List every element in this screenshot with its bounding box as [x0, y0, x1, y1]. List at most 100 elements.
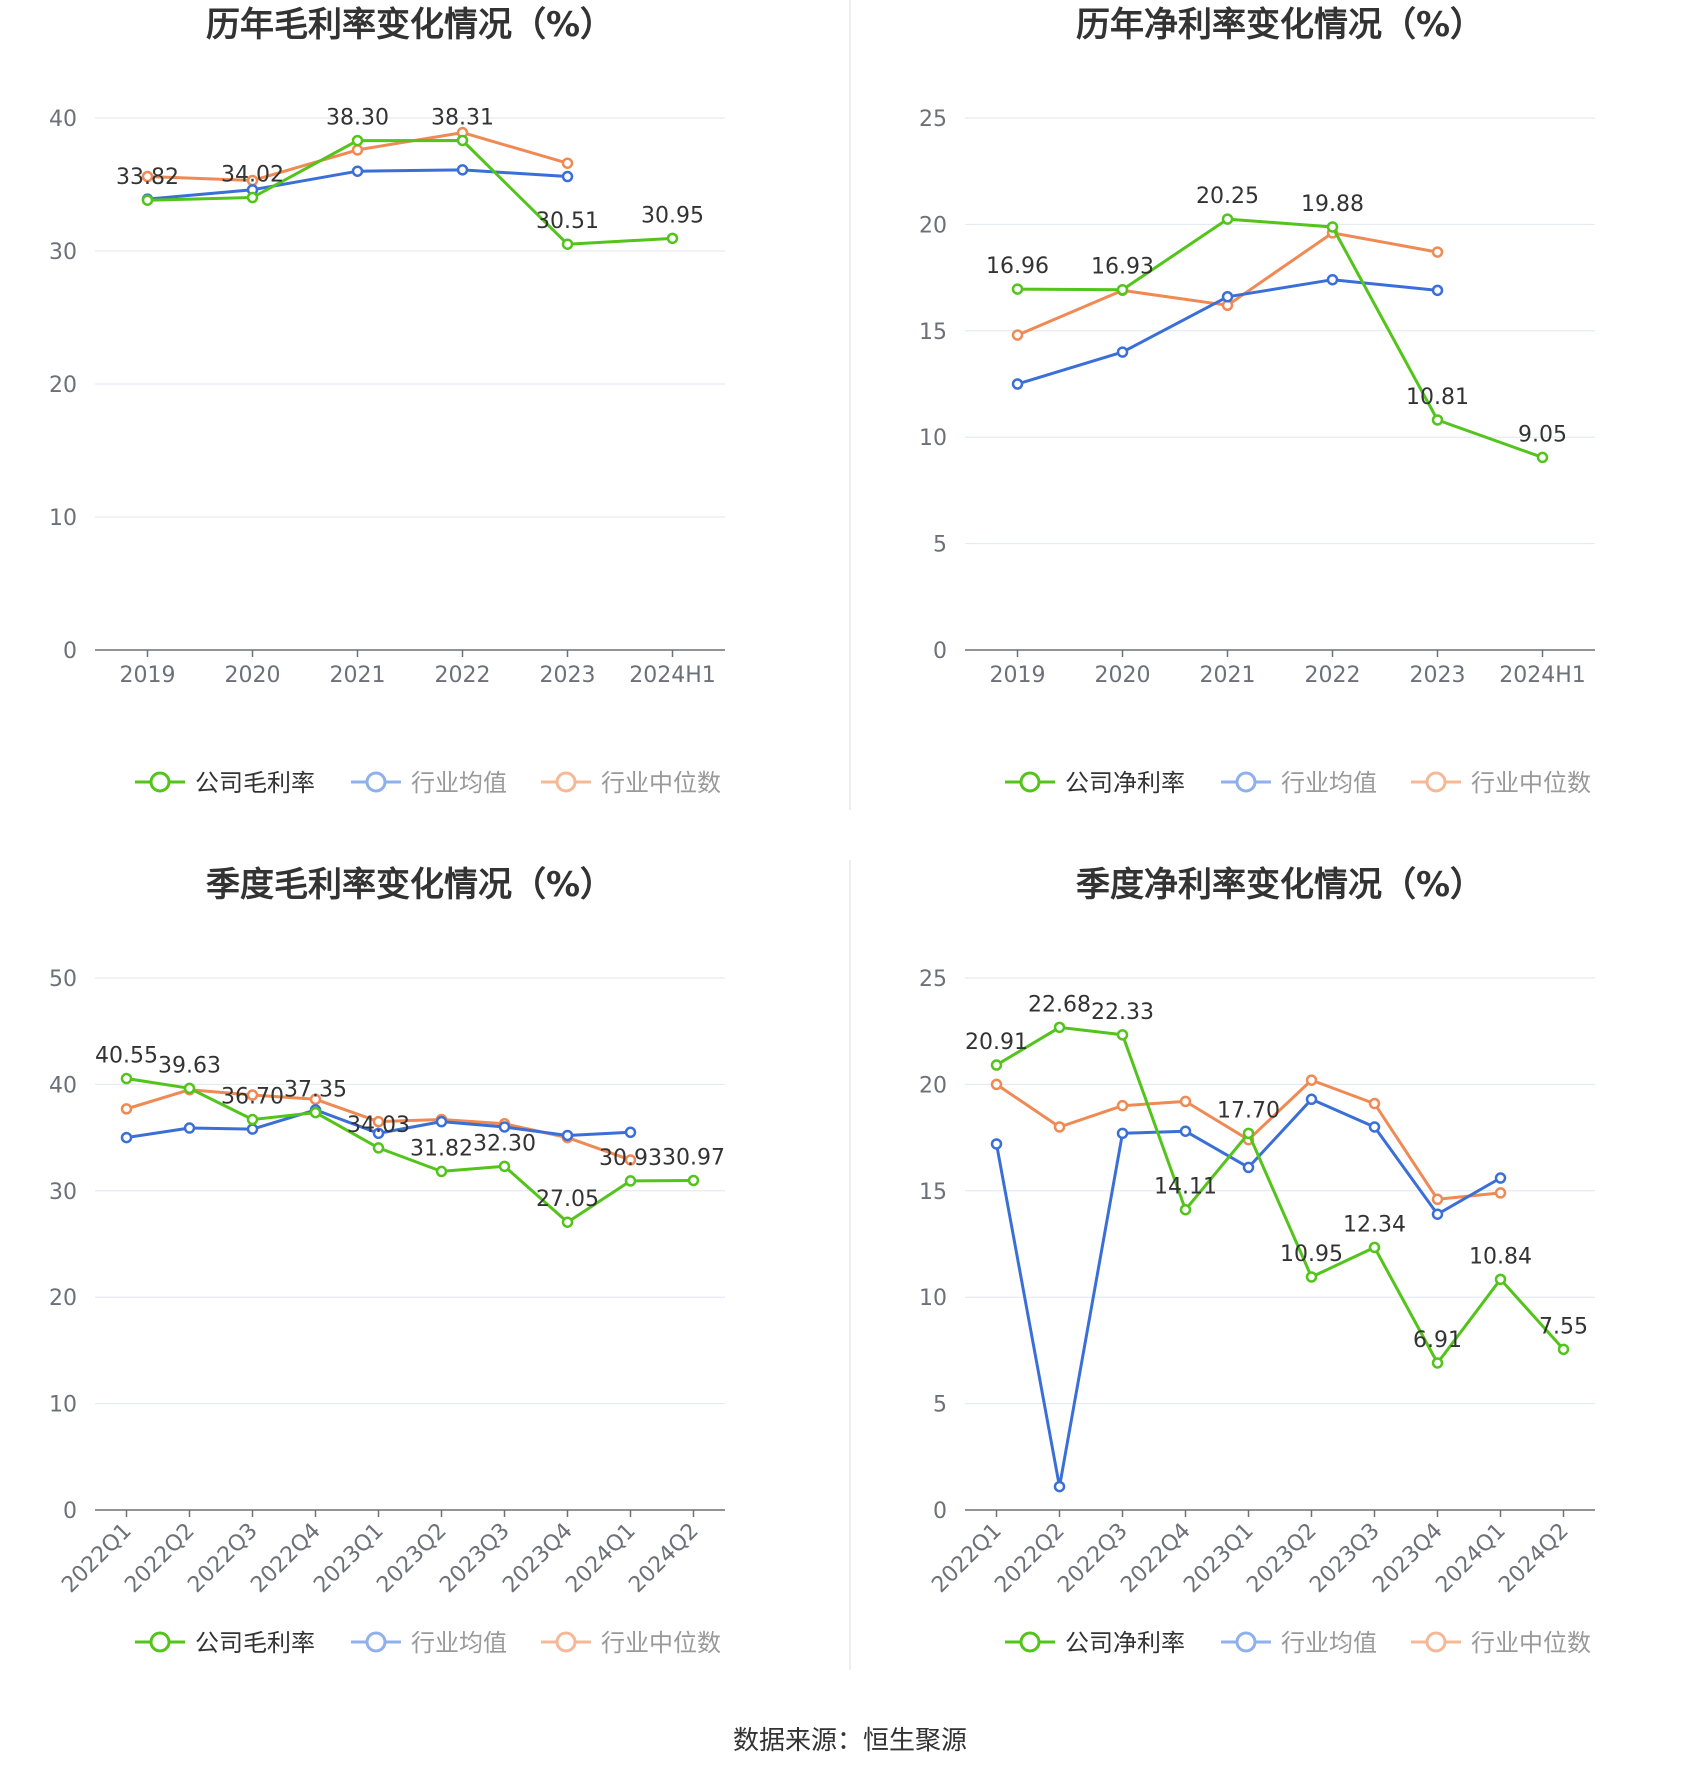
y-tick-label: 30	[49, 1180, 77, 1205]
legend-marker	[149, 1631, 171, 1653]
data-label: 12.34	[1343, 1212, 1406, 1237]
x-tick-label: 2024Q2	[1494, 1519, 1573, 1598]
data-point	[1179, 1095, 1192, 1108]
y-tick-label: 0	[933, 1499, 947, 1524]
data-point	[1431, 1208, 1444, 1220]
x-tick-label: 2024H1	[1499, 663, 1586, 688]
x-tick-label: 2020	[225, 663, 281, 688]
x-tick-label: 2024Q2	[624, 1519, 703, 1598]
y-tick-label: 20	[49, 373, 77, 398]
x-tick-label: 2023	[540, 663, 596, 688]
data-point	[666, 232, 679, 245]
x-tick-label: 2022	[435, 663, 491, 688]
data-point	[372, 1115, 385, 1128]
data-point	[624, 1126, 637, 1139]
data-point	[561, 238, 574, 250]
data-point	[624, 1175, 637, 1187]
series-line	[995, 1025, 1565, 1365]
data-label: 14.11	[1154, 1175, 1217, 1200]
data-point	[1011, 378, 1024, 390]
data-point	[1242, 1161, 1255, 1174]
data-point	[1011, 329, 1024, 341]
data-point	[1221, 291, 1234, 303]
data-label: 10.95	[1280, 1242, 1343, 1267]
data-point	[561, 1216, 574, 1228]
data-label: 10.84	[1469, 1244, 1532, 1269]
data-label: 38.31	[431, 105, 494, 130]
x-tick-label: 2019	[120, 663, 176, 688]
series-line	[1017, 217, 1544, 459]
data-point	[1116, 1029, 1129, 1041]
y-tick-label: 5	[933, 533, 947, 558]
data-point	[990, 1078, 1003, 1091]
data-point	[1053, 1121, 1066, 1133]
legend-marker	[1235, 771, 1257, 793]
data-point	[1221, 213, 1234, 225]
data-point	[1368, 1121, 1381, 1133]
y-tick-label: 40	[49, 1073, 77, 1098]
data-point	[183, 1122, 196, 1134]
data-point	[1179, 1125, 1192, 1137]
data-point	[1011, 283, 1024, 295]
data-point	[351, 165, 364, 177]
data-label: 32.30	[473, 1131, 536, 1156]
series-line	[126, 1077, 694, 1224]
y-tick-label: 0	[63, 639, 77, 664]
chart-title: 季度净利率变化情况（%）	[1076, 865, 1484, 905]
data-point	[687, 1174, 700, 1187]
data-point	[1053, 1021, 1066, 1034]
x-tick-label: 2020	[1095, 663, 1151, 688]
data-label: 37.35	[284, 1078, 347, 1103]
data-label: 40.55	[95, 1044, 158, 1069]
data-label: 30.51	[536, 209, 599, 234]
x-tick-label: 2023	[1410, 663, 1466, 688]
data-label: 30.93	[599, 1146, 662, 1171]
data-label: 9.05	[1518, 422, 1567, 447]
series-line	[147, 139, 673, 246]
data-point	[561, 170, 574, 183]
data-point	[246, 191, 259, 204]
data-point	[141, 194, 154, 206]
data-point	[1368, 1097, 1381, 1110]
data-point	[624, 1154, 637, 1166]
chart-title: 历年毛利率变化情况（%）	[206, 5, 614, 45]
data-point	[309, 1106, 322, 1119]
data-point	[1116, 283, 1129, 296]
data-point	[1326, 221, 1339, 233]
data-label: 16.93	[1091, 255, 1154, 280]
legend-marker	[1425, 771, 1447, 793]
data-point	[435, 1165, 448, 1178]
data-point	[372, 1127, 385, 1140]
x-tick-label: 2021	[1200, 663, 1256, 688]
y-tick-label: 15	[919, 1180, 947, 1205]
y-tick-label: 10	[49, 506, 77, 531]
legend-item: 行业均值	[1281, 769, 1377, 797]
data-label: 36.70	[221, 1085, 284, 1110]
data-label: 30.97	[662, 1145, 725, 1170]
data-point	[1326, 273, 1339, 286]
data-point	[183, 1082, 196, 1095]
data-label: 33.82	[116, 165, 179, 190]
data-point	[120, 1103, 133, 1115]
legend-item: 公司毛利率	[195, 769, 315, 797]
data-label: 39.63	[158, 1053, 221, 1078]
y-tick-label: 20	[49, 1286, 77, 1311]
data-label: 22.68	[1028, 992, 1091, 1017]
data-point	[1116, 1127, 1129, 1140]
data-label: 31.82	[410, 1136, 473, 1161]
data-point	[1536, 451, 1549, 464]
legend-item: 公司净利率	[1065, 1629, 1185, 1657]
data-point	[561, 157, 574, 169]
y-tick-label: 5	[933, 1393, 947, 1418]
data-point	[1431, 1357, 1444, 1369]
data-point	[1431, 284, 1444, 297]
data-point	[1494, 1172, 1507, 1184]
x-tick-label: 2021	[330, 663, 386, 688]
data-point	[1431, 414, 1444, 426]
y-tick-label: 10	[919, 426, 947, 451]
x-tick-label: 2019	[990, 663, 1046, 688]
data-source-note: 数据来源：恒生聚源	[732, 1726, 967, 1756]
data-point	[1557, 1343, 1570, 1356]
data-point	[1305, 1074, 1318, 1086]
